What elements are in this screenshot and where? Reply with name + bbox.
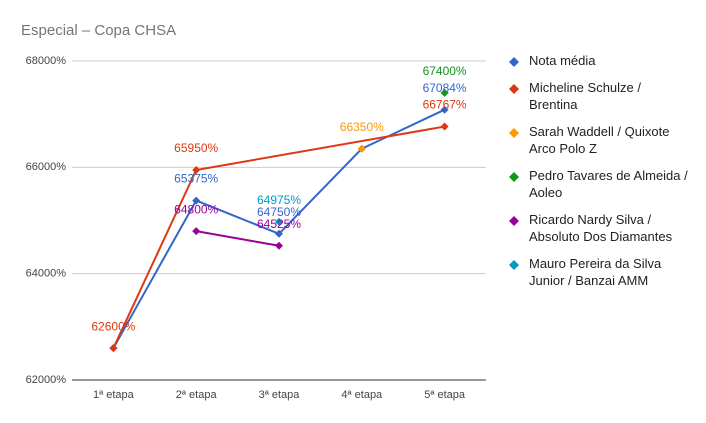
y-tick-label: 68000% — [26, 55, 67, 67]
data-label: 67400% — [423, 64, 467, 78]
y-tick-label: 64000% — [26, 268, 67, 280]
legend-label-line: Sarah Waddell / Quixote — [529, 124, 669, 139]
legend-label-line: Junior / Banzai AMM — [529, 273, 648, 288]
legend-label-line: Absoluto Dos Diamantes — [529, 229, 673, 244]
x-tick-label: 5ª etapa — [424, 389, 466, 401]
legend-label-line: Brentina — [529, 97, 578, 112]
data-label: 64525% — [257, 217, 301, 231]
legend-label-line: Pedro Tavares de Almeida / — [529, 168, 688, 183]
point — [440, 122, 449, 131]
legend-label-line: Arco Polo Z — [529, 141, 597, 156]
legend-swatch — [509, 84, 519, 94]
point — [440, 105, 449, 114]
x-tick-label: 2ª etapa — [176, 389, 218, 401]
legend-swatch — [509, 260, 519, 270]
data-label: 65950% — [174, 141, 218, 155]
point — [357, 144, 366, 153]
point — [275, 217, 283, 226]
x-tick-label: 3ª etapa — [259, 389, 301, 401]
data-label: 66767% — [423, 98, 467, 112]
point — [109, 344, 118, 353]
legend-label-line: Aoleo — [529, 185, 562, 200]
data-label: 65375% — [174, 172, 218, 186]
chart-title: Especial – Copa CHSA — [21, 22, 176, 39]
legend-label: Pedro Tavares de Almeida / Aoleo — [529, 168, 688, 200]
y-tick-label: 62000% — [26, 374, 67, 386]
legend-swatch — [509, 128, 519, 138]
legend-label: Mauro Pereira da Silva Junior / Banzai AM… — [529, 256, 662, 288]
legend-label: Micheline Schulze / Brentina — [529, 80, 641, 112]
legend-swatch — [509, 172, 519, 182]
point — [192, 165, 201, 174]
data-label: 64800% — [174, 202, 218, 216]
data-label: 64975% — [257, 193, 301, 207]
legend-label-line: Nota média — [529, 53, 596, 68]
legend-label-line: Ricardo Nardy Silva / — [529, 212, 651, 227]
data-label: 66350% — [340, 120, 384, 134]
legend-swatch — [509, 216, 519, 226]
point — [440, 88, 449, 97]
legend-swatch — [509, 57, 519, 67]
point — [192, 196, 201, 205]
point — [275, 241, 283, 250]
legend-label-line: Mauro Pereira da Silva — [529, 256, 662, 271]
legend-label-line: Micheline Schulze / — [529, 80, 641, 95]
y-tick-label: 66000% — [26, 161, 67, 173]
x-tick-label: 4ª etapa — [341, 389, 383, 401]
data-label: 62600% — [91, 319, 135, 333]
series-line — [196, 230, 280, 247]
point — [275, 229, 283, 238]
data-label: 67084% — [423, 81, 467, 95]
x-tick-label: 1ª etapa — [93, 389, 135, 401]
data-label: 64750% — [257, 205, 301, 219]
legend-label: Ricardo Nardy Silva / Absoluto Dos Diaman… — [529, 212, 673, 244]
point — [192, 227, 201, 236]
legend-label: Sarah Waddell / Quixote Arco Polo Z — [529, 124, 669, 156]
legend-label: Nota média — [529, 53, 596, 68]
